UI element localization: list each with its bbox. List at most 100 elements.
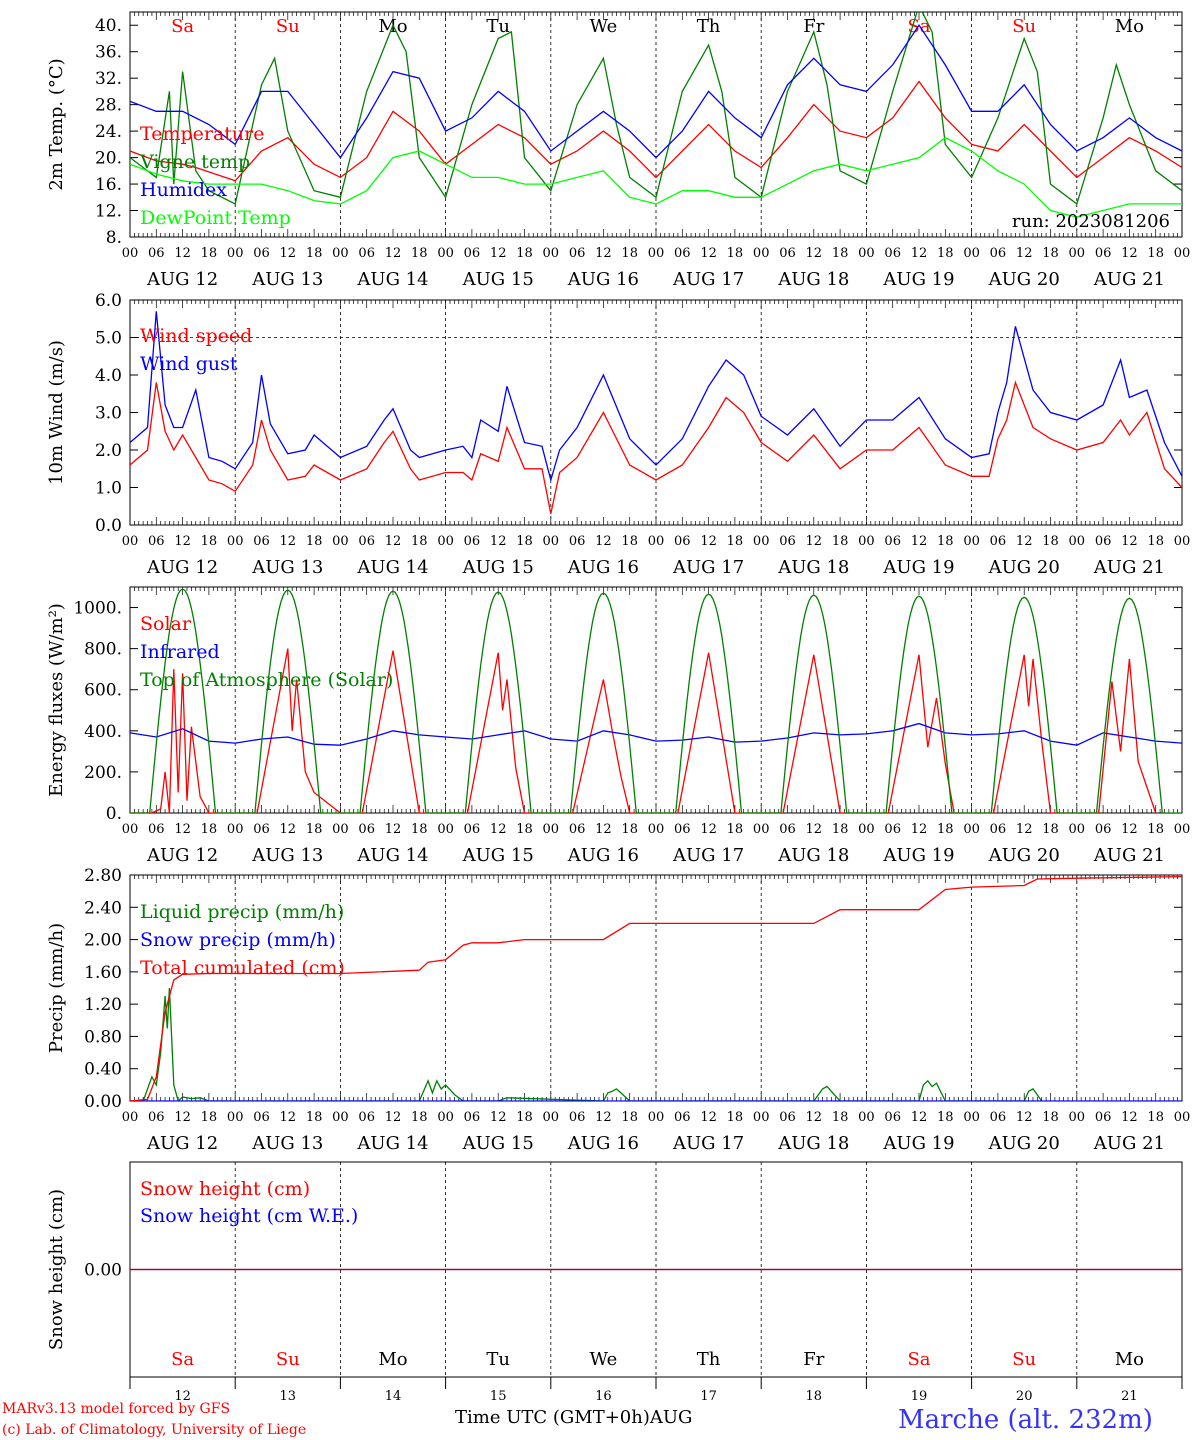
legend-entry: Vigne temp (139, 151, 250, 173)
hour-tick-label: 00 (963, 822, 980, 837)
hour-tick-label: 18 (832, 534, 849, 549)
hour-tick-label: 00 (858, 822, 875, 837)
date-label: AUG 20 (988, 557, 1060, 578)
hour-tick-label: 00 (1069, 1110, 1086, 1125)
hour-tick-label: 18 (1147, 1110, 1164, 1125)
hour-tick-label: 00 (648, 822, 665, 837)
series-line-temperature (130, 80, 1182, 182)
date-label: AUG 19 (882, 557, 954, 578)
hour-tick-label: 00 (122, 534, 139, 549)
hour-tick-label: 18 (727, 1110, 744, 1125)
hour-tick-label: 00 (122, 822, 139, 837)
hour-tick-label: 00 (543, 534, 560, 549)
hour-tick-label: 06 (253, 534, 270, 549)
y-tick-label: 2.80 (84, 866, 122, 886)
day-number-label: 14 (385, 1389, 402, 1404)
hour-tick-label: 18 (727, 822, 744, 837)
hour-tick-label: 18 (621, 246, 638, 261)
hour-tick-label: 18 (516, 1110, 533, 1125)
hour-tick-label: 00 (1174, 246, 1191, 261)
panel-3: 0. 200. 400. 600. 800. 1000. Energy fluxes (W/… (46, 586, 1190, 866)
y-tick-label: 200. (84, 763, 122, 783)
hour-tick-label: 06 (674, 1110, 691, 1125)
hour-tick-label: 12 (1121, 822, 1138, 837)
y-axis-title: 2m Temp. (°C) (46, 58, 67, 190)
hour-tick-label: 12 (1016, 246, 1033, 261)
hour-tick-label: 12 (806, 534, 823, 549)
weekday-label: Tu (486, 16, 510, 37)
hour-tick-label: 06 (884, 246, 901, 261)
date-label: AUG 14 (356, 269, 428, 290)
hour-tick-label: 06 (569, 822, 586, 837)
series-line-top-of-atmosphere-solar- (130, 588, 1182, 813)
panels: 8. 12. 16. 20. 24. 28. 32. 36. 40. 2m Temp. (°C) 0… (46, 11, 1191, 1404)
hour-tick-label: 12 (385, 822, 402, 837)
weekday-label: Sa (907, 1349, 930, 1370)
weekday-label: Mo (1115, 1349, 1144, 1370)
hour-tick-label: 06 (779, 534, 796, 549)
legend-entry: Temperature (140, 123, 264, 145)
hour-tick-label: 12 (595, 822, 612, 837)
hour-tick-label: 12 (174, 246, 191, 261)
weekday-label: Sa (171, 1349, 194, 1370)
weekday-label: We (590, 16, 618, 37)
hour-tick-label: 12 (174, 822, 191, 837)
hour-tick-label: 06 (1095, 1110, 1112, 1125)
hour-tick-label: 06 (148, 534, 165, 549)
hour-tick-label: 18 (201, 246, 218, 261)
hour-tick-label: 12 (911, 246, 928, 261)
legend-entry: Snow height (cm) (140, 1178, 310, 1200)
weekday-label: Fr (803, 16, 824, 37)
legend-entry: DewPoint Temp (140, 207, 291, 229)
date-label: AUG 21 (1093, 1133, 1165, 1154)
date-label: AUG 12 (146, 269, 218, 290)
footer-model-line: MARv3.13 model forced by GFS (2, 1401, 230, 1417)
date-label: AUG 16 (567, 845, 639, 866)
y-tick-label: 6.0 (95, 291, 122, 311)
hour-tick-label: 12 (595, 1110, 612, 1125)
hour-tick-label: 18 (1147, 534, 1164, 549)
legend-entry: Snow precip (mm/h) (140, 929, 336, 951)
date-label: AUG 14 (356, 1133, 428, 1154)
series-line-vigne-temp (130, 12, 1182, 205)
date-label: AUG 18 (777, 1133, 849, 1154)
hour-tick-label: 12 (806, 246, 823, 261)
hour-tick-label: 06 (464, 246, 481, 261)
hour-tick-label: 18 (1147, 246, 1164, 261)
y-axis-title: 10m Wind (m/s) (46, 340, 67, 485)
hour-tick-label: 00 (543, 246, 560, 261)
date-label: AUG 13 (251, 269, 323, 290)
date-label: AUG 15 (462, 557, 534, 578)
hour-tick-label: 12 (700, 534, 717, 549)
weekday-label: Su (276, 1349, 300, 1370)
hour-tick-label: 00 (332, 822, 349, 837)
hour-tick-label: 00 (227, 534, 244, 549)
hour-tick-label: 00 (227, 246, 244, 261)
date-label: AUG 17 (672, 1133, 744, 1154)
hour-tick-label: 06 (990, 246, 1007, 261)
y-tick-label: 12. (95, 202, 122, 222)
hour-tick-label: 12 (911, 1110, 928, 1125)
panel-2: 0.0 1.0 2.0 3.0 4.0 5.0 6.0 10m Wind (m/s) 00 06 1… (46, 291, 1190, 578)
date-label: AUG 16 (567, 269, 639, 290)
hour-tick-label: 06 (148, 1110, 165, 1125)
date-label: AUG 21 (1093, 269, 1165, 290)
hour-tick-label: 18 (201, 534, 218, 549)
hour-tick-label: 06 (358, 1110, 375, 1125)
hour-tick-label: 00 (753, 246, 770, 261)
legend-entry: Wind gust (140, 353, 238, 375)
hour-tick-label: 12 (385, 534, 402, 549)
hour-tick-label: 06 (1095, 822, 1112, 837)
legend-entry: Wind speed (140, 325, 252, 347)
hour-tick-label: 18 (516, 822, 533, 837)
y-tick-label: 1.20 (84, 995, 122, 1015)
series-line-total-cumulated-cm- (130, 875, 1182, 1101)
hour-tick-label: 00 (437, 534, 454, 549)
hour-tick-label: 06 (464, 822, 481, 837)
run-label: run: 2023081206 (1012, 211, 1170, 232)
y-tick-label: 0.40 (84, 1060, 122, 1080)
legend-entry: Total cumulated (cm) (140, 957, 345, 979)
day-number-label: 12 (174, 1389, 191, 1404)
hour-tick-label: 12 (806, 1110, 823, 1125)
date-label: AUG 18 (777, 845, 849, 866)
